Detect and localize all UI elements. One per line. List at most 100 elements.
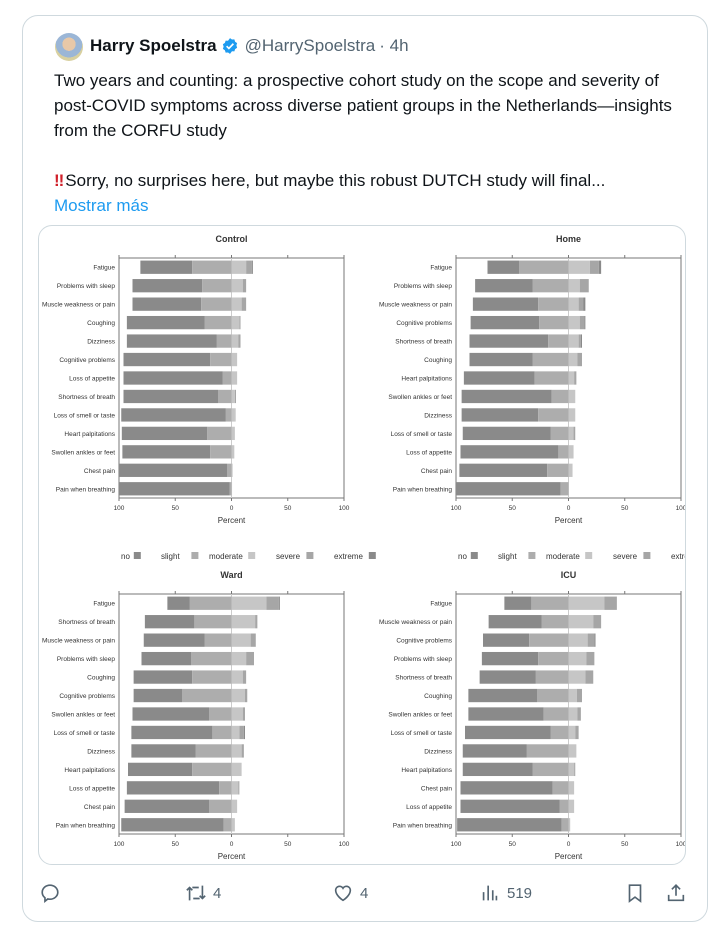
bookmark-button[interactable] xyxy=(624,882,646,904)
legend-swatch-no xyxy=(133,552,141,559)
bar-segment-no xyxy=(143,633,205,647)
bar-segment-moderate xyxy=(231,260,247,274)
legend-label: slight xyxy=(498,552,517,561)
category-label: Chest pain xyxy=(84,804,115,811)
category-label: Heart palpitations xyxy=(64,767,115,774)
category-label: Heart palpitations xyxy=(401,376,452,383)
x-tick-label: 100 xyxy=(114,841,125,848)
tweet-timestamp[interactable]: · 4h xyxy=(379,36,409,55)
verified-badge-icon xyxy=(221,37,239,55)
bar-segment-moderate xyxy=(568,707,578,721)
bar-segment-moderate xyxy=(231,315,240,330)
bar-segment-severe xyxy=(585,670,594,684)
share-button[interactable] xyxy=(665,882,687,904)
bar-segment-slight xyxy=(202,279,232,293)
chart-title: Home xyxy=(556,234,581,244)
bookmark-icon xyxy=(628,884,642,903)
x-tick-label: 50 xyxy=(509,841,517,848)
bar-segment-moderate xyxy=(231,408,235,422)
reply-button[interactable] xyxy=(39,882,67,904)
retweet-button[interactable]: 4 xyxy=(185,882,221,904)
bar-segment-no xyxy=(460,445,559,459)
bar-segment-slight xyxy=(538,297,569,311)
category-label: Swollen ankles or feet xyxy=(51,449,115,456)
bar-segment-slight xyxy=(204,315,232,330)
bar-segment-moderate xyxy=(568,334,579,348)
bar-segment-severe xyxy=(246,260,252,274)
bar-segment-no xyxy=(459,463,548,477)
x-axis-label: Percent xyxy=(555,516,583,525)
bar-segment-slight xyxy=(534,371,569,385)
bar-segment-no xyxy=(123,389,218,404)
category-label: Dizziness xyxy=(424,748,453,755)
category-label: Pain when breathing xyxy=(56,822,116,829)
bar-segment-no xyxy=(123,352,211,367)
bar-segment-slight xyxy=(223,818,232,832)
bar-segment-no xyxy=(460,781,553,795)
bar-segment-extreme xyxy=(583,297,586,311)
category-label: Pain when breathing xyxy=(393,486,453,493)
bar-segment-no xyxy=(140,260,193,274)
bar-segment-moderate xyxy=(568,408,576,422)
author-avatar[interactable] xyxy=(55,33,83,61)
x-tick-label: 50 xyxy=(284,505,292,512)
bar-segment-moderate xyxy=(231,651,247,666)
author-name[interactable]: Harry Spoelstra xyxy=(90,36,217,55)
category-label: Chest pain xyxy=(421,785,452,792)
bar-segment-slight xyxy=(526,744,569,758)
tweet-card[interactable] xyxy=(22,15,708,922)
show-more-link[interactable]: Mostrar más xyxy=(54,196,149,215)
bar-segment-moderate xyxy=(568,260,590,274)
bar-segment-slight xyxy=(182,688,232,703)
bar-segment-slight xyxy=(192,670,232,684)
bar-segment-slight xyxy=(216,334,232,348)
bar-segment-no xyxy=(487,260,519,274)
category-label: Muscle weakness or pain xyxy=(379,302,452,309)
category-label: Pain when breathing xyxy=(393,822,453,829)
bar-segment-no xyxy=(144,615,195,629)
bar-segment-slight xyxy=(558,445,569,459)
x-tick-label: 50 xyxy=(621,841,629,848)
bar-segment-no xyxy=(472,297,539,311)
category-label: Coughing xyxy=(87,675,115,682)
bar-segment-moderate xyxy=(568,315,580,330)
bar-segment-moderate xyxy=(568,725,576,740)
legend-label: severe xyxy=(613,552,638,561)
bar-segment-moderate xyxy=(568,615,594,629)
tweet-media-image[interactable]: Control Fatigue Problems with sleep Muscle … xyxy=(38,225,686,865)
bar-segment-slight xyxy=(538,408,569,422)
bar-segment-severe xyxy=(239,315,241,330)
bar-segment-no xyxy=(465,725,551,740)
category-label: Shortness of breath xyxy=(58,619,115,626)
bar-segment-no xyxy=(131,744,196,758)
bar-segment-no xyxy=(132,279,203,293)
views-button[interactable]: 519 xyxy=(479,882,532,904)
bar-segment-slight xyxy=(191,651,232,666)
bar-segment-no xyxy=(475,279,533,293)
bar-segment-slight xyxy=(560,482,569,496)
category-label: Chest pain xyxy=(84,468,115,475)
bar-segment-moderate xyxy=(231,334,239,348)
legend-swatch-slight xyxy=(191,552,199,559)
bar-segment-severe xyxy=(241,297,247,311)
category-label: Pain when breathing xyxy=(56,486,116,493)
bar-segment-no xyxy=(470,315,540,330)
bar-segment-moderate xyxy=(231,389,235,404)
bar-segment-moderate xyxy=(231,615,256,629)
legend-label: moderate xyxy=(209,552,243,561)
bar-segment-no xyxy=(167,596,190,610)
x-tick-label: 100 xyxy=(676,841,686,848)
bar-segment-no xyxy=(133,670,193,684)
x-tick-label: 100 xyxy=(451,841,462,848)
author-handle[interactable]: @HarrySpoelstra xyxy=(244,36,376,55)
category-label: Problems with sleep xyxy=(394,283,453,290)
x-axis-label: Percent xyxy=(555,852,583,861)
bar-segment-moderate xyxy=(231,818,235,832)
double-exclamation-emoji: ‼ xyxy=(54,171,64,190)
bar-segment-slight xyxy=(537,688,569,703)
bar-segment-slight xyxy=(519,260,569,274)
bar-segment-extreme xyxy=(594,633,596,647)
bar-segment-no xyxy=(457,818,562,832)
bar-segment-slight xyxy=(207,426,232,441)
like-button[interactable]: 4 xyxy=(332,882,368,904)
